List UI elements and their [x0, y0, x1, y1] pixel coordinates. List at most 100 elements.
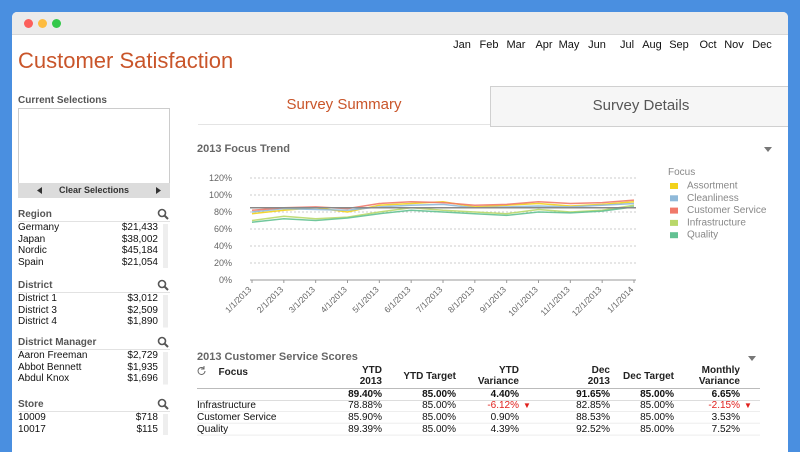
total-cell: 6.65% — [711, 389, 740, 400]
total-cell: 4.40% — [490, 389, 519, 400]
tab-active[interactable]: Survey Summary — [198, 87, 490, 125]
month-button[interactable]: Mar — [506, 39, 526, 51]
table-cell: 85.00% — [640, 411, 674, 423]
clear-selections[interactable]: Clear Selections — [58, 185, 130, 195]
column-header[interactable]: YTD Variance — [477, 365, 519, 387]
clear-selections-bar[interactable]: Clear Selections — [18, 183, 170, 198]
list-item[interactable]: District 3 — [18, 304, 57, 316]
search-icon[interactable] — [157, 336, 169, 348]
y-tick-label: 0% — [219, 275, 232, 285]
month-button[interactable]: Dec — [752, 39, 772, 51]
y-tick-label: 20% — [214, 258, 232, 268]
tab-label: Survey Details — [592, 97, 690, 114]
tab-label: Survey Summary — [286, 96, 402, 113]
row-label[interactable]: Customer Service — [197, 411, 277, 423]
chart-menu[interactable] — [764, 147, 772, 152]
month-button[interactable]: Oct — [699, 39, 717, 51]
month-button[interactable]: Jul — [619, 39, 635, 51]
row-label[interactable]: Infrastructure — [197, 400, 256, 411]
selections-box — [18, 108, 170, 184]
month-button[interactable]: Jan — [453, 39, 471, 51]
list-item[interactable]: Japan — [18, 233, 46, 245]
x-tick-label: 11/1/2013 — [538, 284, 572, 318]
x-tick-label: 1/1/2014 — [605, 284, 636, 315]
scrollbar — [163, 352, 168, 385]
prev-arrow[interactable] — [37, 187, 42, 194]
zoom-button[interactable] — [52, 19, 61, 28]
search-lens — [157, 398, 167, 408]
total-cell: 85.00% — [640, 389, 674, 400]
list-item[interactable]: Abdul Knox — [18, 373, 70, 384]
next-arrow[interactable] — [156, 187, 161, 194]
down-indicator: ▼ — [523, 401, 531, 410]
table-menu[interactable] — [748, 356, 756, 361]
list-value: $115 — [136, 423, 158, 435]
legend-label: Quality — [687, 230, 718, 241]
refresh-icon[interactable] — [197, 366, 206, 375]
month-button[interactable]: Apr — [535, 39, 553, 51]
app-window: Customer Satisfaction Current Selections… — [12, 12, 788, 452]
month-button[interactable]: Jun — [588, 39, 606, 51]
y-tick-label: 40% — [214, 241, 232, 251]
table-cell: 85.00% — [422, 423, 456, 435]
close-button[interactable] — [24, 19, 33, 28]
tab-divider — [198, 124, 490, 125]
row-label[interactable]: Quality — [197, 423, 229, 435]
list-item[interactable]: District 4 — [18, 316, 57, 327]
search-lens — [157, 336, 167, 346]
scrollbar — [163, 224, 168, 268]
list-item[interactable]: Spain — [18, 256, 44, 268]
series-line — [251, 201, 635, 215]
list-value: $2,509 — [127, 304, 158, 316]
search-handle — [163, 214, 169, 220]
list-item[interactable]: 10017 — [18, 423, 46, 435]
arrows — [37, 187, 161, 194]
table-cell: 7.52% — [711, 423, 740, 435]
legend-swatch — [670, 219, 678, 226]
total-cell: 91.65% — [576, 389, 610, 400]
list-item[interactable]: District 1 — [18, 293, 57, 304]
list-value: $21,433 — [121, 222, 158, 233]
month-button[interactable]: May — [558, 39, 580, 51]
list-value: $1,890 — [127, 316, 158, 327]
column-header[interactable]: YTD 2013 — [359, 365, 382, 387]
minimize-button[interactable] — [38, 19, 47, 28]
series-line — [251, 206, 635, 223]
search-icon[interactable] — [157, 208, 169, 220]
title-bar — [12, 12, 788, 35]
search-icon[interactable] — [157, 398, 169, 410]
column-header[interactable]: Monthly Variance — [698, 365, 740, 387]
table-cell: 92.52% — [576, 423, 610, 435]
list-item[interactable]: Aaron Freeman — [18, 350, 88, 361]
table-cell: 4.39% — [490, 423, 519, 435]
list-item[interactable]: 10009 — [18, 412, 46, 423]
list-value: $718 — [135, 412, 158, 423]
month-button[interactable]: Aug — [642, 39, 662, 51]
series-line — [251, 204, 635, 222]
list-heading: District — [18, 280, 53, 291]
table-cell: 85.00% — [422, 411, 456, 423]
list-item[interactable]: Abbot Bennett — [18, 361, 82, 373]
x-tick-label: 6/1/2013 — [382, 284, 413, 315]
list-item[interactable]: Germany — [18, 222, 60, 233]
month-button[interactable]: Nov — [724, 39, 744, 51]
y-tick-label: 100% — [209, 190, 232, 200]
column-header[interactable]: Dec Target — [623, 371, 674, 382]
month-button[interactable]: Sep — [669, 39, 689, 51]
month-button[interactable]: Feb — [479, 39, 499, 51]
x-tick-label: 10/1/2013 — [506, 284, 540, 318]
column-header[interactable]: Dec 2013 — [587, 365, 610, 387]
tab-inactive[interactable]: Survey Details — [490, 86, 788, 127]
total-cell: 89.40% — [348, 389, 382, 400]
x-tick-label: 1/1/2013 — [223, 284, 254, 315]
list-item[interactable]: Nordic — [18, 245, 47, 256]
column-header[interactable]: YTD Target — [403, 371, 456, 382]
table-cell: 0.90% — [490, 411, 519, 423]
table-cell: 89.39% — [348, 423, 382, 435]
table-cell: -6.12% — [487, 400, 519, 411]
search-icon[interactable] — [157, 279, 169, 291]
legend-swatch — [670, 195, 678, 202]
table-title: 2013 Customer Service Scores — [197, 351, 358, 363]
list-heading: Region — [18, 209, 52, 220]
